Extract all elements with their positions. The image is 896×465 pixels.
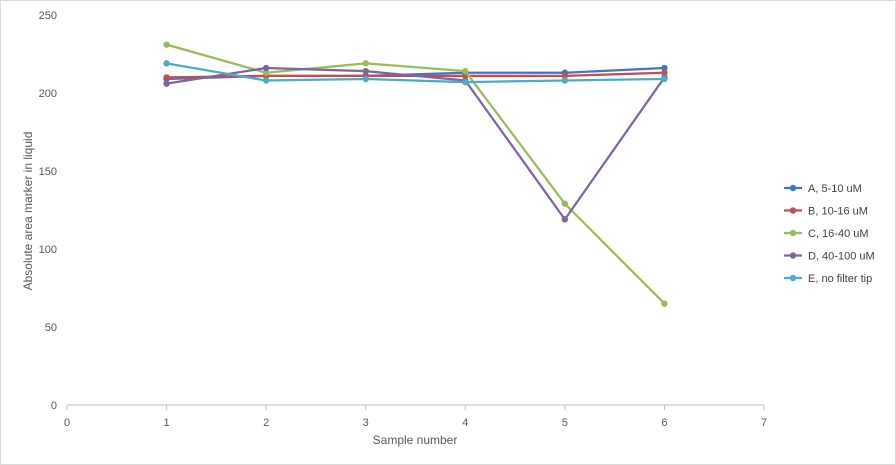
data-point [561, 200, 569, 207]
x-tick-label: 5 [562, 417, 568, 429]
y-tick-label: 250 [39, 10, 57, 22]
data-point [262, 77, 270, 84]
x-tick-label: 7 [761, 417, 767, 429]
series-lines [163, 41, 668, 307]
y-axis-title: Absolute area marker in liquid [21, 132, 35, 291]
x-tick-label: 0 [64, 417, 70, 429]
data-point [661, 75, 668, 83]
series-d [163, 64, 668, 223]
data-point [163, 74, 170, 81]
x-axis-title: Sample number [373, 433, 458, 447]
data-point [561, 77, 569, 84]
series-line [166, 43, 666, 305]
data-point [462, 67, 469, 75]
legend-marker [789, 229, 797, 237]
data-point [561, 72, 569, 80]
data-point [163, 80, 170, 87]
legend-label: A, 5-10 uM [808, 183, 862, 195]
legend-item-a: A, 5-10 uM [784, 183, 862, 195]
data-point [262, 64, 270, 72]
x-tick-label: 4 [462, 417, 468, 429]
legend-item-b: B, 10-16 uM [784, 206, 868, 218]
y-tick-label: 100 [39, 244, 57, 256]
legend-marker [789, 274, 797, 282]
x-tick-label: 1 [164, 417, 170, 429]
legend-marker [789, 184, 797, 192]
x-tick-label: 2 [263, 417, 269, 429]
series-line [166, 66, 666, 221]
x-tick-label: 3 [363, 417, 369, 429]
data-point [362, 67, 369, 75]
series-e [163, 60, 668, 86]
y-tick-label: 200 [39, 88, 57, 100]
data-point [661, 300, 668, 307]
data-point [163, 60, 170, 67]
data-point [462, 78, 469, 86]
legend-label: E, no filter tip [808, 273, 872, 285]
y-tick-label: 50 [45, 322, 57, 334]
y-axis-ticks: 0 50 100 150 200 250 [39, 10, 57, 412]
data-point [163, 41, 170, 48]
y-tick-label: 150 [39, 166, 57, 178]
legend-marker [789, 207, 797, 214]
legend-label: B, 10-16 uM [808, 206, 868, 218]
data-point [661, 64, 668, 72]
series-line [166, 62, 665, 84]
x-axis-ticks: 0 1 2 3 4 5 6 7 [64, 405, 767, 429]
legend-label: C, 16-40 uM [808, 228, 869, 240]
y-tick-label: 0 [51, 400, 57, 412]
x-tick-label: 6 [661, 417, 667, 429]
series-c [163, 41, 668, 307]
legend-item-e: E, no filter tip [784, 273, 872, 285]
data-point [362, 75, 369, 83]
legend-marker [789, 252, 797, 259]
legend-item-d: D, 40-100 uM [784, 251, 875, 263]
data-point [561, 216, 569, 223]
data-point [262, 69, 270, 76]
data-point [661, 69, 668, 76]
legend-label: D, 40-100 uM [808, 251, 875, 263]
data-point [362, 60, 369, 67]
legend-item-c: C, 16-40 uM [784, 228, 869, 240]
legend: A, 5-10 uM B, 10-16 uM C, 16-40 uM D, 40-10… [784, 183, 875, 285]
